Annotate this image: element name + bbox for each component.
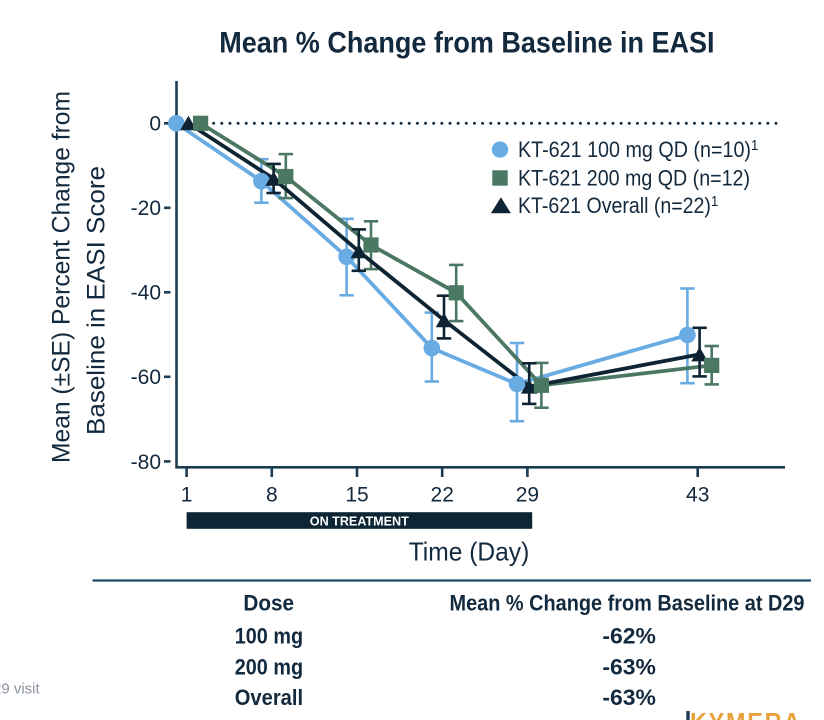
svg-text:8: 8 [266,484,278,507]
svg-text:KT-621 Overall (n=22)1: KT-621 Overall (n=22)1 [518,193,718,218]
svg-text:Mean % Change from Baseline at: Mean % Change from Baseline at D29 [450,591,805,616]
svg-text:Mean (±SE) Percent Change from: Mean (±SE) Percent Change from [48,91,76,463]
svg-text:KT-621 200 mg QD (n=12): KT-621 200 mg QD (n=12) [518,166,750,191]
svg-text:KT-621 100 mg QD (n=10)1: KT-621 100 mg QD (n=10)1 [518,137,758,162]
svg-text:KYMERA: KYMERA [690,707,802,720]
svg-text:-62%: -62% [602,624,656,649]
svg-text:Overall: Overall [235,685,303,710]
svg-text:100 mg: 100 mg [235,624,303,649]
svg-text:-63%: -63% [602,655,656,680]
svg-text:Dose: Dose [243,591,294,616]
svg-text:-80: -80 [131,451,161,474]
svg-text:Mean % Change from Baseline in: Mean % Change from Baseline in EASI [219,27,714,60]
svg-text:-20: -20 [131,197,161,220]
svg-text:29 visit: 29 visit [0,681,41,698]
svg-text:-40: -40 [131,282,161,305]
svg-text:Time (Day): Time (Day) [409,537,530,567]
svg-text:Baseline in EASI Score: Baseline in EASI Score [83,166,111,435]
svg-text:-63%: -63% [602,685,656,710]
svg-text:-60: -60 [131,366,161,389]
svg-text:1: 1 [181,484,193,507]
svg-text:22: 22 [431,484,454,507]
svg-text:ON TREATMENT: ON TREATMENT [310,513,409,528]
svg-text:200 mg: 200 mg [235,655,303,680]
svg-text:0: 0 [149,113,161,136]
svg-text:43: 43 [686,484,709,507]
svg-text:15: 15 [345,484,368,507]
svg-text:29: 29 [516,484,539,507]
